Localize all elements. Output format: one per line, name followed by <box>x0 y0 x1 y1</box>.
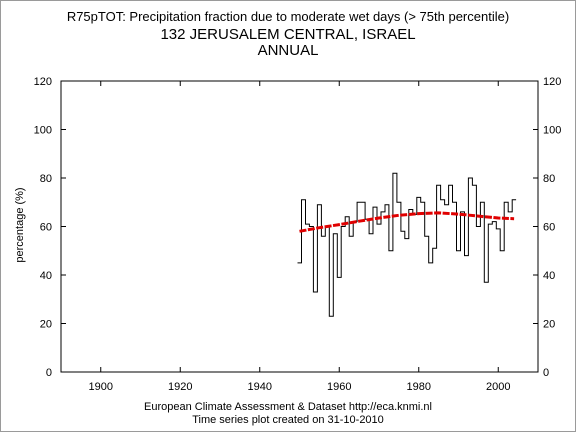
x-tick-label: 1960 <box>327 381 351 393</box>
y-tick-label-left: 100 <box>34 125 52 137</box>
plot-frame <box>61 81 538 372</box>
y-tick-label-left: 80 <box>40 173 52 185</box>
y-axis-label: percentage (%) <box>14 187 26 262</box>
y-tick-label-right: 100 <box>543 125 561 137</box>
footer-created: Time series plot created on 31-10-2010 <box>0 414 576 426</box>
y-tick-label-right: 120 <box>543 76 561 88</box>
footer-source: European Climate Assessment & Dataset ht… <box>0 401 576 413</box>
annual-values-step-line <box>298 173 517 316</box>
y-tick-label-right: 80 <box>543 173 555 185</box>
y-tick-label-right: 40 <box>543 270 555 282</box>
y-tick-label-left: 0 <box>46 367 52 379</box>
smoothed-trend-line <box>300 213 515 231</box>
series-layer <box>298 173 517 316</box>
axes: 0 0 20 20 40 40 60 60 80 80 100 100 120 120 1900 1920 19… <box>34 76 562 393</box>
y-tick-label-right: 60 <box>543 222 555 234</box>
y-tick-label-left: 120 <box>34 76 52 88</box>
y-tick-label-left: 60 <box>40 222 52 234</box>
y-tick-label-right: 20 <box>543 319 555 331</box>
y-tick-label-left: 20 <box>40 319 52 331</box>
x-tick-label: 1980 <box>407 381 431 393</box>
x-tick-label: 1920 <box>168 381 192 393</box>
y-tick-label-left: 40 <box>40 270 52 282</box>
x-tick-label: 1940 <box>248 381 272 393</box>
y-tick-label-right: 0 <box>543 367 549 379</box>
x-tick-label: 1900 <box>89 381 113 393</box>
x-tick-label: 2000 <box>486 381 510 393</box>
